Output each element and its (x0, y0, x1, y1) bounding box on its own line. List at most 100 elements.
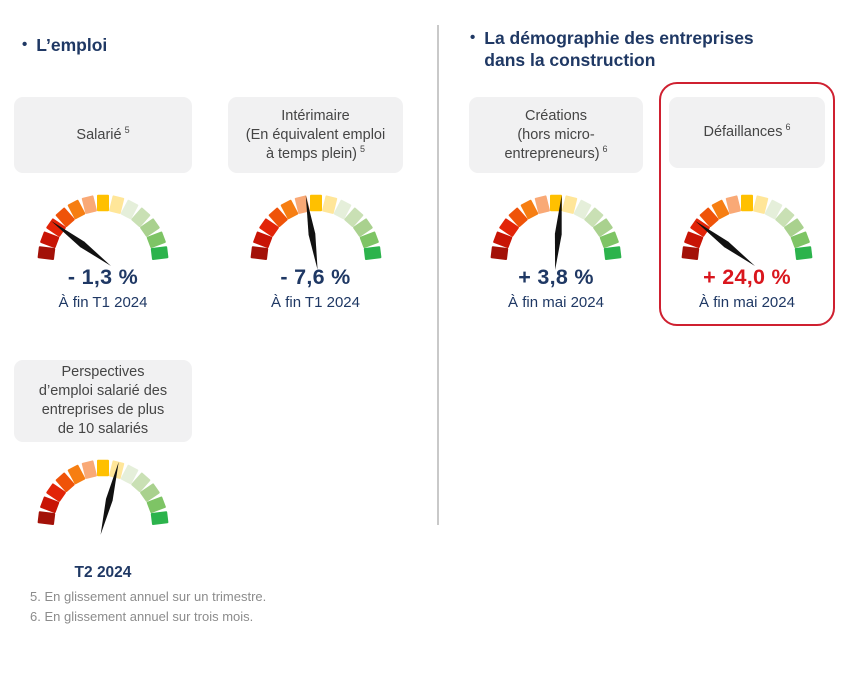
gauge-segment (593, 218, 613, 237)
gauge-segment (741, 194, 753, 212)
footnote-ref-6: 6 (785, 122, 791, 133)
interimaire-card-line1: Intérimaire (281, 107, 350, 124)
gauge-segment (775, 207, 795, 228)
gauge-segment (534, 195, 550, 214)
perspectives-card-line1: Perspectives (61, 364, 145, 380)
gauge-segment (140, 218, 160, 237)
gauge-segment (46, 483, 66, 502)
creations-card: Créations (hors micro- entrepreneurs) 6 (469, 97, 643, 173)
creations-card-line1: Créations (524, 107, 588, 124)
defaillances-caption: À fin mai 2024 (699, 294, 795, 311)
gauge-segment (699, 207, 719, 228)
perspectives-gauge (37, 459, 169, 535)
gauge-segment (684, 231, 704, 249)
gauge-segment (363, 246, 381, 260)
perspectives-card-line3: entreprises de plus (41, 402, 165, 418)
creations-value: + 3,8 % (518, 265, 594, 289)
salarie-value: - 1,3 % (67, 265, 139, 289)
gauge-segment (40, 496, 60, 514)
gauge-segment (493, 231, 513, 249)
gauge-segment (280, 199, 298, 220)
interimaire-value: - 7,6 % (280, 265, 351, 289)
gauge-segment (599, 231, 619, 249)
creations-gauge (490, 194, 622, 270)
gauge-segment (359, 231, 379, 249)
bullet-icon: • (22, 36, 28, 53)
gauge-segment (309, 194, 322, 212)
footnote-6: 6. En glissement annuel sur trois mois. (30, 608, 254, 624)
creations-card-line2: (hors micro- (517, 126, 595, 143)
gauge-segment (67, 199, 86, 220)
gauge-segment (711, 199, 730, 220)
salarie-caption: À fin T1 2024 (58, 294, 148, 311)
salarie-gauge (37, 194, 169, 266)
gauge-segment (150, 511, 169, 525)
gauge-segment (753, 195, 769, 214)
gauge-segment (150, 246, 169, 260)
gauge-segment (784, 218, 804, 237)
gauge-segment (725, 195, 741, 214)
footnote-ref-5: 5 (124, 124, 130, 135)
gauge-segment (343, 207, 363, 228)
gauge-segment (37, 246, 56, 260)
gauge-segment (352, 218, 373, 237)
gauge-segment (508, 207, 528, 228)
interimaire-card-line3: à temps plein) 5 (265, 143, 366, 162)
defaillances-gauge (681, 194, 813, 266)
gauge-segment (562, 195, 578, 214)
gauge-segment (573, 199, 592, 220)
footnotes: 5. En glissement annuel sur un trimestre… (30, 587, 266, 626)
gauge-segment (490, 246, 509, 260)
gauge-segment (250, 246, 268, 260)
left-section-title: • L’emploi (22, 34, 107, 56)
defaillances-card: Défaillances 6 (669, 97, 825, 168)
perspectives-caption: T2 2024 (74, 564, 132, 581)
gauge-segment (55, 472, 75, 493)
gauge-segment (584, 207, 604, 228)
perspectives-card-line4: de 10 salariés (57, 421, 149, 437)
gauge-segment (67, 464, 86, 485)
gauge-segment (81, 195, 97, 214)
footnote-ref-6: 6 (602, 143, 608, 154)
gauge-segment (252, 231, 272, 249)
gauge-needle (554, 195, 562, 270)
gauge-segment (81, 460, 97, 479)
gauge-segment (46, 218, 66, 237)
defaillances-value: + 24,0 % (703, 265, 791, 289)
salarie-card-label: Salarié 5 (76, 124, 130, 143)
footnote-5: 5. En glissement annuel sur un trimestre… (30, 589, 267, 604)
gauge-segment (55, 207, 75, 228)
perspectives-card-line2: d’emploi salarié des (38, 383, 168, 399)
interimaire-caption: À fin T1 2024 (271, 294, 360, 311)
right-section-title: • La démographie des entreprises dans la… (470, 27, 754, 71)
defaillances-card-label: Défaillances 6 (703, 122, 791, 140)
perspectives-card: Perspectives d’emploi salarié des entrep… (14, 360, 192, 442)
gauge-segment (520, 199, 539, 220)
gauge-segment (40, 231, 60, 249)
gauge-segment (109, 195, 125, 214)
gauge-segment (97, 194, 109, 212)
creations-card-line3: entrepreneurs) 6 (504, 143, 608, 162)
defaillances-column: Défaillances 6 + 24,0 % À fin mai 2024 (659, 0, 835, 673)
gauge-segment (690, 218, 710, 237)
footnote-ref-5: 5 (360, 143, 366, 154)
gauge-segment (131, 472, 151, 493)
gauge-segment (499, 218, 519, 237)
gauge-needle (305, 195, 318, 270)
salarie-column: Salarié 5 - 1,3 % À fin T1 2024 Perspecti… (14, 0, 192, 673)
left-title-text: L’emploi (36, 35, 108, 55)
gauge-segment (120, 464, 139, 485)
gauge-segment (37, 511, 56, 525)
gauge-needle (695, 220, 755, 266)
gauge-segment (794, 246, 813, 260)
bullet-icon: • (470, 29, 476, 46)
gauge-segment (681, 246, 700, 260)
gauge-segment (268, 207, 288, 228)
gauge-segment (764, 199, 783, 220)
gauge-segment (120, 199, 139, 220)
interimaire-gauge (250, 194, 381, 270)
gauge-needle (51, 220, 111, 266)
interimaire-card-line2: (En équivalent emploi (245, 126, 386, 143)
gauge-segment (97, 459, 109, 477)
